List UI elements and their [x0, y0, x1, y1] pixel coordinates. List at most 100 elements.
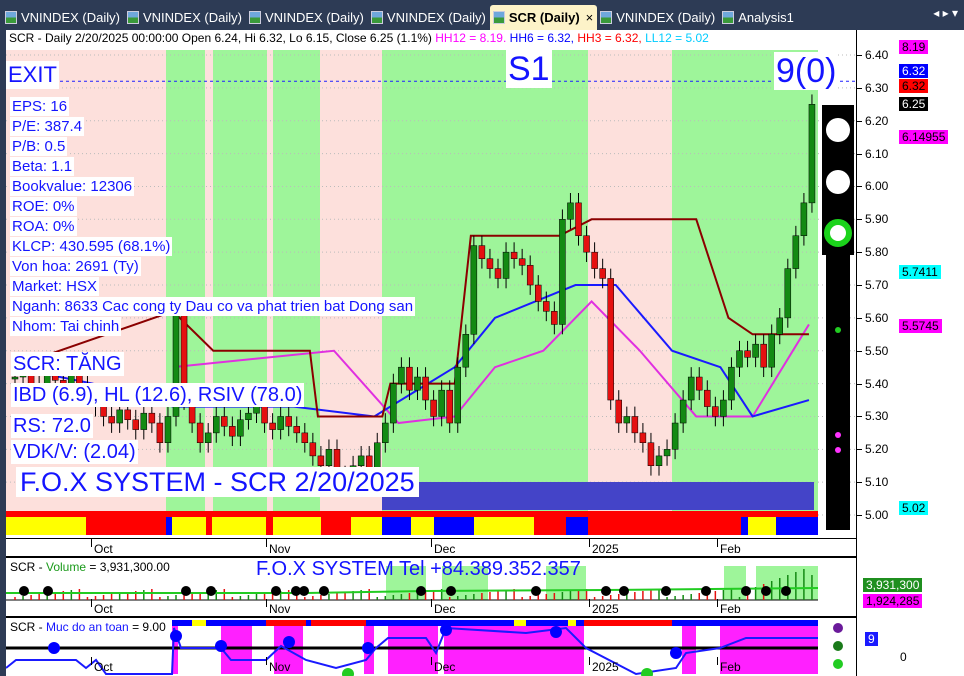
candle	[704, 389, 711, 407]
candle	[454, 366, 461, 424]
candle	[245, 412, 252, 420]
volume-label: 3,931,300	[863, 578, 923, 592]
date-label: Dec	[430, 657, 456, 674]
volume-canvas	[6, 566, 819, 601]
close-tab-icon[interactable]: ×	[585, 10, 594, 25]
date-label: Oct	[91, 539, 113, 556]
regime-bar-segment	[273, 517, 321, 535]
tab-3[interactable]: VNINDEX (Daily)	[368, 5, 490, 30]
volume-dot-icon	[19, 586, 29, 596]
regime-band	[320, 50, 382, 515]
volume-dot-icon	[661, 586, 671, 596]
fundamental-item: Nganh: 8633 Cac cong ty Dau co va phat t…	[10, 297, 416, 316]
candle	[164, 416, 172, 443]
candle	[309, 442, 317, 457]
safety-band	[720, 626, 818, 674]
contact-banner: F.O.X SYSTEM Tel +84.389.352.357	[256, 558, 581, 580]
candle	[462, 334, 470, 368]
price-label: 6.25	[899, 97, 929, 112]
price-tick: 5.30	[856, 409, 889, 424]
candle	[116, 409, 123, 424]
regime-bar-segment	[172, 517, 206, 535]
price-tick: 6.00	[856, 179, 889, 194]
price-axis[interactable]: 6.40 6.30 6.20 6.10 6.00 5.90 5.80 5.70 5.60 5.50…	[856, 30, 964, 676]
candle	[663, 449, 671, 457]
price-label: 6.32	[899, 64, 929, 79]
candle	[196, 422, 204, 443]
candle	[518, 258, 526, 266]
tab-scroll-arrows[interactable]: ◂ ▸ ▾	[933, 6, 958, 20]
candle	[623, 416, 631, 424]
fundamental-item: ROE: 0%	[10, 197, 77, 216]
regime-band	[672, 50, 818, 515]
tab-2[interactable]: VNINDEX (Daily)	[246, 5, 368, 30]
tab-4[interactable]: SCR (Daily) ×	[489, 5, 598, 30]
candle	[382, 422, 389, 443]
fundamental-item: Market: HSX	[10, 277, 100, 296]
candle	[510, 251, 518, 259]
tab-label: VNINDEX (Daily)	[142, 10, 242, 25]
regime-bar-segment	[776, 517, 818, 535]
safety-panel[interactable]: SCR - Muc do an toan = 9.00 Oct Nov Dec 202…	[6, 616, 856, 676]
tab-0[interactable]: VNINDEX (Daily)	[2, 5, 124, 30]
candle	[679, 399, 687, 424]
price-tick: 5.50	[856, 343, 889, 358]
trend-label: SCR: TĂNG	[11, 352, 124, 376]
candle	[647, 442, 655, 466]
date-label: Nov	[265, 657, 291, 674]
date-axis: Oct Nov Dec 2025 Feb	[6, 538, 856, 556]
volume-panel[interactable]: SCR - Volume = 3,931,300.00 F.O.X SYSTEM…	[6, 556, 856, 616]
safety-dot-icon	[440, 624, 452, 636]
price-tick: 5.10	[856, 475, 889, 490]
volume-dot-icon	[291, 586, 301, 596]
volume-dot-icon	[531, 586, 541, 596]
candle	[567, 202, 574, 220]
candle	[559, 219, 566, 325]
date-label: Dec	[430, 539, 456, 556]
safety-dot-icon	[170, 630, 182, 642]
fundamental-item: EPS: 16	[10, 97, 70, 116]
date-label: Feb	[717, 599, 741, 616]
tab-5[interactable]: VNINDEX (Daily)	[597, 5, 719, 30]
candle	[535, 284, 542, 302]
price-chart-canvas	[6, 50, 856, 535]
tab-bar: VNINDEX (Daily) VNINDEX (Daily) VNINDEX (D…	[0, 0, 900, 30]
candle	[124, 409, 131, 420]
tab-6[interactable]: Analysis1	[719, 5, 798, 30]
brand-label: F.O.X SYSTEM - SCR 2/20/2025	[16, 467, 419, 497]
chart-icon	[492, 11, 505, 24]
candle	[736, 350, 743, 368]
candle	[768, 334, 775, 368]
volume-dot-icon	[43, 586, 53, 596]
dot-icon	[835, 327, 841, 333]
tab-1[interactable]: VNINDEX (Daily)	[124, 5, 246, 30]
hh3-text: HH3 = 6.32,	[574, 31, 642, 45]
date-label: Nov	[265, 599, 291, 616]
volume-dot-icon	[701, 586, 711, 596]
chart-icon	[248, 11, 261, 24]
safety-dot-icon	[342, 668, 354, 676]
candle	[325, 449, 333, 467]
price-chart[interactable]: SCR - Daily 2/20/2025 00:00:00 Open 6.24…	[6, 30, 856, 538]
candle	[599, 268, 606, 279]
safety-dot-icon	[550, 626, 562, 638]
tab-label: VNINDEX (Daily)	[264, 10, 364, 25]
candle	[398, 366, 405, 384]
safety-dot-icon	[670, 647, 682, 659]
fundamental-item: Von hoa: 2691 (Ty)	[10, 257, 141, 276]
candle	[390, 383, 397, 424]
regime-band	[166, 50, 205, 515]
symbol: SCR -	[10, 560, 46, 574]
hh6-text: HH6 = 6.32,	[506, 31, 575, 45]
volume-dot-icon	[619, 586, 629, 596]
price-tick: 5.00	[856, 508, 889, 523]
regime-bar-segment	[86, 517, 166, 535]
analysis-icon	[722, 11, 735, 24]
regime-band	[382, 50, 588, 515]
date-label: Dec	[430, 599, 456, 616]
candle	[422, 376, 429, 401]
symbol: SCR -	[10, 620, 46, 634]
candle	[671, 422, 679, 450]
volume-band	[724, 566, 746, 600]
volume-dot-icon	[181, 586, 191, 596]
